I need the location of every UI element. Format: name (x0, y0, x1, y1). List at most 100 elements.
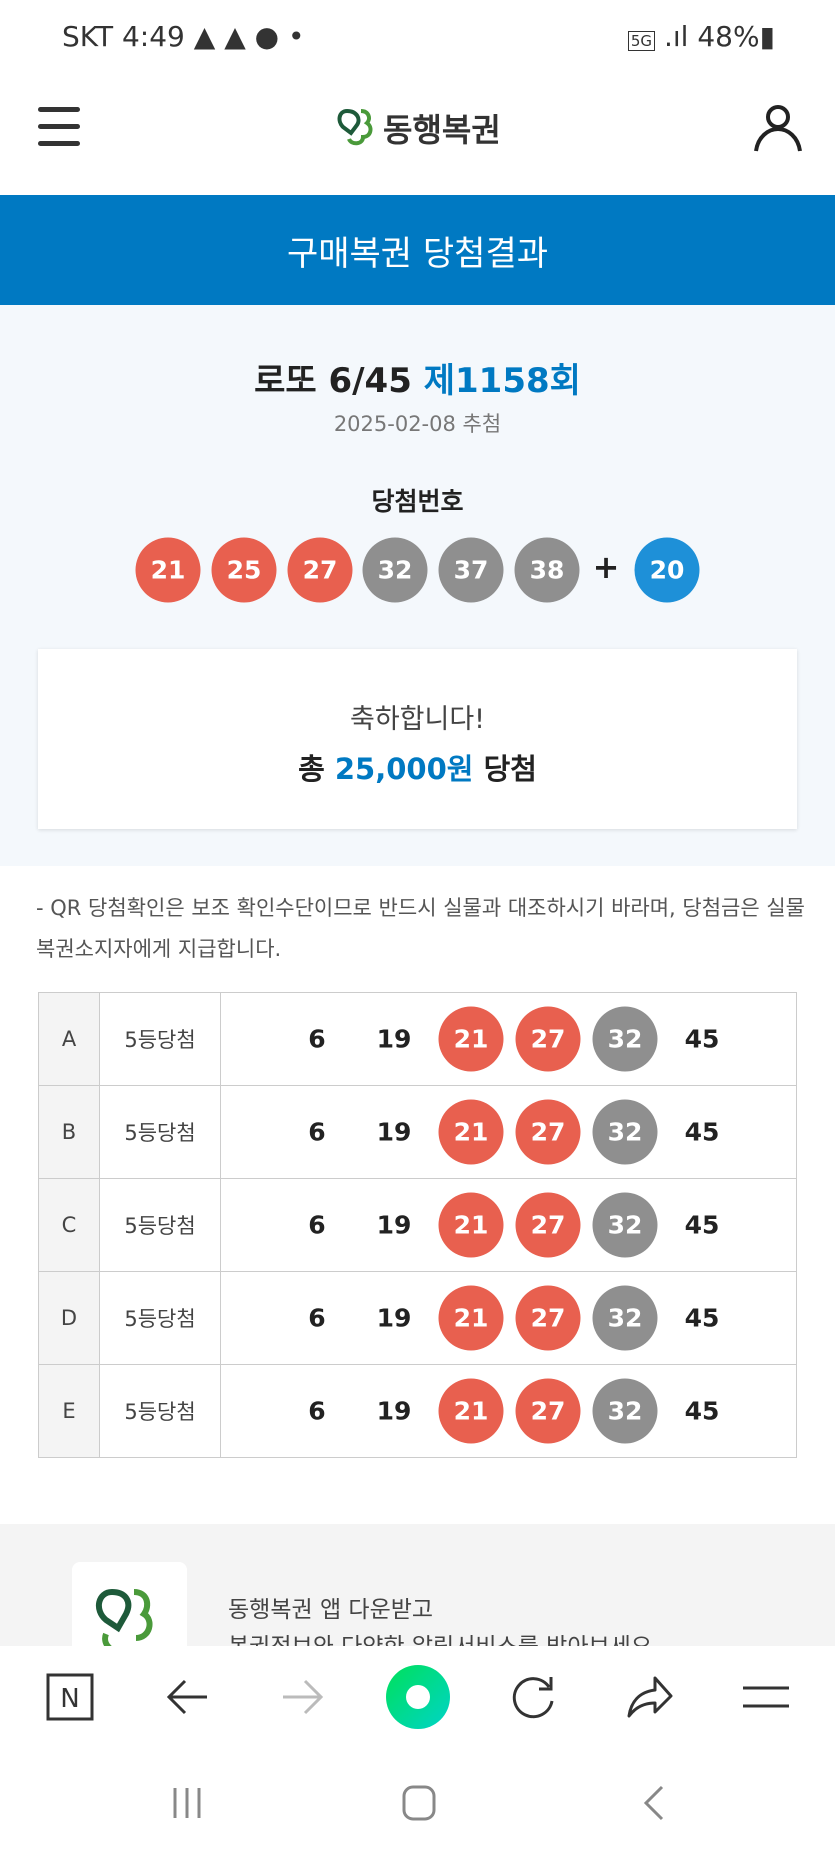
app-icon (72, 1562, 187, 1646)
status-right: 5G .ıl 48%▮ (627, 20, 775, 53)
ticket-row: D 5등당첨 6 19 21 27 32 45 (39, 1272, 796, 1365)
forward-arrow-icon[interactable] (281, 1677, 325, 1717)
draw-round: 제1158회 (423, 361, 581, 401)
ticket-number: 19 (376, 1303, 412, 1333)
header: 동행복권 (0, 75, 835, 195)
prize-suffix: 당첨 (483, 752, 537, 786)
naver-green-dot-button[interactable] (386, 1665, 450, 1729)
logo-text: 동행복권 (383, 111, 501, 149)
ticket-key: B (39, 1086, 100, 1178)
status-bar: SKT 4:49 ▲ ▲ ● • 5G .ıl 48%▮ (0, 0, 835, 75)
ticket-number: 45 (684, 1024, 720, 1054)
winning-number-ball: 32 (362, 537, 428, 603)
draw-title: 로또 6/45 제1158회 (0, 353, 835, 402)
matched-number-ball: 32 (592, 1192, 658, 1258)
network-icon: 5G (627, 31, 656, 51)
page-title-banner: 구매복권 당첨결과 (0, 195, 835, 305)
ticket-number: 45 (684, 1303, 720, 1333)
ticket-number: 6 (308, 1303, 326, 1333)
winning-number-ball: 21 (135, 537, 201, 603)
matched-number-ball: 27 (515, 1192, 581, 1258)
ticket-number: 45 (684, 1396, 720, 1426)
ticket-number: 19 (376, 1024, 412, 1054)
promo-line-2: 복권정보와 다양한 알림서비스를 받아보세요 (228, 1627, 652, 1646)
matched-number-ball: 32 (592, 1378, 658, 1444)
ticket-result: 5등당첨 (100, 1086, 221, 1178)
plus-sign: + (592, 548, 620, 586)
matched-number-ball: 21 (438, 1378, 504, 1444)
ticket-key: C (39, 1179, 100, 1271)
clover-logo-icon (95, 1588, 153, 1646)
carrier: SKT (62, 20, 114, 53)
draw-result-section: 로또 6/45 제1158회 2025-02-08 추첨 당첨번호 21 25 27… (0, 305, 835, 866)
signal-icon: .ıl (663, 20, 689, 53)
clock: 4:49 (121, 20, 185, 53)
home-icon[interactable] (402, 1785, 436, 1821)
app-promo[interactable]: 동행복권 앱 다운받고 복권정보와 다양한 알림서비스를 받아보세요 (0, 1524, 835, 1646)
winning-number-ball: 38 (514, 537, 580, 603)
matched-number-ball: 27 (515, 1378, 581, 1444)
draw-date: 2025-02-08 추첨 (333, 412, 502, 436)
notification-icons: ▲ ▲ ● • (193, 20, 305, 53)
bonus-number-ball: 20 (634, 537, 700, 603)
back-arrow-icon[interactable] (165, 1677, 209, 1717)
matched-number-ball: 32 (592, 1285, 658, 1351)
matched-number-ball: 21 (438, 1099, 504, 1165)
ticket-table: A 5등당첨 6 19 21 27 32 45 B 5등당첨 6 19 21 27 32 45 C 5등당첨 6 19… (38, 992, 797, 1458)
ticket-number: 6 (308, 1024, 326, 1054)
ticket-result: 5등당첨 (100, 1272, 221, 1364)
ticket-key: A (39, 993, 100, 1085)
matched-number-ball: 27 (515, 1099, 581, 1165)
naver-home-icon[interactable]: N (46, 1673, 94, 1721)
battery-icon: ▮ (759, 20, 775, 53)
winning-number-ball: 25 (211, 537, 277, 603)
matched-number-ball: 27 (515, 1285, 581, 1351)
matched-number-ball: 32 (592, 1006, 658, 1072)
ticket-result: 5등당첨 (100, 1365, 221, 1457)
recent-apps-icon[interactable] (170, 1786, 204, 1820)
page-title: 구매복권 당첨결과 (286, 233, 549, 274)
clover-logo-icon (337, 108, 373, 146)
congrats-text: 축하합니다! (349, 704, 486, 735)
menu-icon[interactable] (741, 1682, 791, 1712)
ticket-number: 45 (684, 1210, 720, 1240)
reload-icon[interactable] (509, 1673, 557, 1721)
battery-level: 48% (697, 20, 760, 53)
ticket-result: 5등당첨 (100, 1179, 221, 1271)
prize-prefix: 총 (298, 752, 325, 786)
prize-amount: 25,000원 (334, 752, 474, 786)
ticket-number: 19 (376, 1117, 412, 1147)
ticket-number: 45 (684, 1117, 720, 1147)
ticket-number: 6 (308, 1396, 326, 1426)
ticket-number: 19 (376, 1210, 412, 1240)
ticket-key: E (39, 1365, 100, 1457)
menu-button[interactable] (38, 107, 80, 147)
matched-number-ball: 32 (592, 1099, 658, 1165)
ticket-number: 6 (308, 1117, 326, 1147)
matched-number-ball: 27 (515, 1006, 581, 1072)
promo-line-1: 동행복권 앱 다운받고 (228, 1597, 434, 1623)
matched-number-ball: 21 (438, 1192, 504, 1258)
person-icon[interactable] (752, 103, 804, 153)
winning-numbers-label: 당첨번호 (371, 487, 464, 516)
status-left: SKT 4:49 ▲ ▲ ● • (62, 20, 305, 53)
ticket-number: 19 (376, 1396, 412, 1426)
ticket-row: A 5등당첨 6 19 21 27 32 45 (39, 993, 796, 1086)
prize-card: 축하합니다! 총 25,000원 당첨 (38, 649, 797, 829)
share-icon[interactable] (625, 1674, 675, 1720)
prize-total: 총 25,000원 당첨 (38, 746, 797, 788)
system-back-icon[interactable] (642, 1785, 664, 1821)
svg-text:N: N (60, 1684, 79, 1714)
ticket-result: 5등당첨 (100, 993, 221, 1085)
ticket-number: 6 (308, 1210, 326, 1240)
site-logo[interactable]: 동행복권 (335, 103, 501, 153)
ticket-row: C 5등당첨 6 19 21 27 32 45 (39, 1179, 796, 1272)
ticket-row: E 5등당첨 6 19 21 27 32 45 (39, 1365, 796, 1458)
ticket-row: B 5등당첨 6 19 21 27 32 45 (39, 1086, 796, 1179)
winning-number-ball: 27 (287, 537, 353, 603)
game-name: 로또 6/45 (254, 361, 412, 401)
ticket-key: D (39, 1272, 100, 1364)
matched-number-ball: 21 (438, 1285, 504, 1351)
qr-notice: - QR 당첨확인은 보조 확인수단이므로 반드시 실물과 대조하시기 바라며,… (36, 896, 806, 961)
winning-number-ball: 37 (438, 537, 504, 603)
